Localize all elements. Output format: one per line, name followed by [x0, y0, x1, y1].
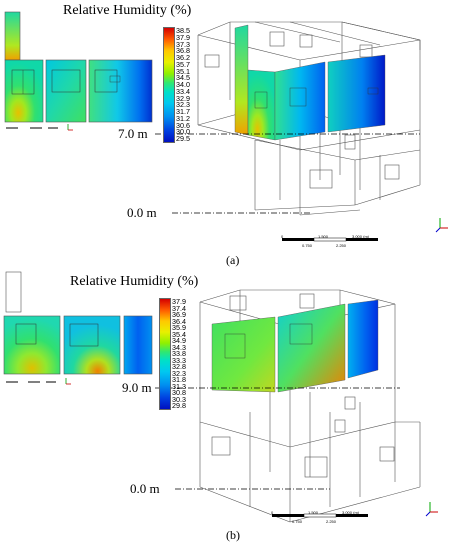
- colorbar-tick-label: 31.7: [176, 107, 190, 116]
- contour-planes-b: [211, 299, 379, 393]
- colorbar-tick-label: 35.4: [172, 329, 186, 339]
- scale-label: 2.250: [326, 519, 337, 524]
- colorbar-tick-label: 35.9: [172, 323, 186, 332]
- colorbar-title: Relative Humidity (%): [70, 274, 199, 289]
- panel-a: Relative Humidity (%) 38.5 37.9 37.3 36.8 36…: [0, 0, 469, 268]
- colorbar-tick-label: 34.3: [172, 342, 186, 352]
- colorbar-tick-label: 34.0: [176, 80, 190, 89]
- colorbar-tick-label: 32.9: [176, 93, 190, 103]
- caption-a: (a): [226, 253, 240, 267]
- colorbar-tick-label: 35.1: [176, 66, 190, 76]
- section-map-b: [3, 271, 153, 385]
- scale-label: 1.500: [308, 510, 319, 515]
- colorbar-tick-label: 31.2: [176, 113, 190, 123]
- scale-label: 3.000 (m): [352, 234, 370, 239]
- colorbar-tick-label: 30.0: [176, 127, 190, 137]
- contour-planes-a: [234, 24, 386, 141]
- scale-label: 0: [271, 510, 274, 515]
- scale-label: 0.750: [302, 243, 313, 248]
- colorbar: [159, 298, 171, 410]
- colorbar-tick-label: 34.9: [172, 336, 186, 345]
- colorbar-tick-label: 31.8: [172, 375, 186, 384]
- scale-bar-b: [272, 513, 368, 518]
- colorbar-tick-label: 30.8: [172, 388, 186, 397]
- axis-triad-a: [435, 218, 448, 233]
- colorbar-tick-label: 36.2: [176, 53, 190, 62]
- colorbar-tick-label: 34.5: [176, 73, 190, 83]
- colorbar-tick-label: 35.7: [176, 59, 190, 69]
- colorbar-tick-label: 37.4: [172, 303, 186, 313]
- panel-b-drawing: [3, 271, 438, 523]
- level-label-upper: 9.0 m: [122, 380, 152, 395]
- colorbar-tick-label: 37.9: [176, 32, 190, 42]
- axis-triad-b: [425, 502, 438, 517]
- scale-label: 0.750: [292, 519, 303, 524]
- scale-label: 0: [281, 234, 284, 239]
- colorbar-tick-label: 36.9: [172, 310, 186, 319]
- panel-a-drawing: [4, 11, 448, 242]
- colorbar-tick-label: 33.4: [176, 86, 190, 96]
- section-map-a: [4, 11, 153, 131]
- level-label-upper: 7.0 m: [118, 126, 148, 141]
- colorbar-tick-label: 30.6: [176, 120, 190, 130]
- colorbar-tick-label: 29.8: [172, 401, 186, 410]
- colorbar-tick-label: 38.5: [176, 26, 190, 35]
- colorbar-tick-label: 29.5: [176, 134, 190, 143]
- colorbar: [163, 27, 175, 143]
- caption-b: (b): [226, 528, 240, 542]
- colorbar-tick-label: 37.9: [172, 297, 186, 306]
- level-label-lower: 0.0 m: [127, 205, 157, 220]
- colorbar-tick-label: 32.8: [172, 362, 186, 371]
- panel-b: Relative Humidity (%) 37.9 37.4 36.9 36.4 35…: [0, 271, 469, 550]
- colorbar-tick-label: 36.8: [176, 46, 190, 56]
- colorbar-tick-label: 33.8: [172, 349, 186, 358]
- colorbar-tick-label: 32.3: [172, 368, 186, 378]
- scale-label: 3.000 (m): [342, 510, 360, 515]
- colorbar-tick-label: 32.3: [176, 100, 190, 110]
- colorbar-tick-label: 30.3: [172, 394, 186, 404]
- scale-bar-a: [282, 237, 378, 242]
- level-label-lower: 0.0 m: [130, 481, 160, 496]
- colorbar-title: Relative Humidity (%): [63, 3, 192, 18]
- scale-label: 2.250: [336, 243, 347, 248]
- colorbar-tick-label: 37.3: [176, 39, 190, 49]
- colorbar-tick-label: 36.4: [172, 316, 186, 326]
- colorbar-tick-label: 33.3: [172, 355, 186, 365]
- colorbar-tick-label: 31.3: [172, 381, 186, 391]
- scale-label: 1.500: [318, 234, 329, 239]
